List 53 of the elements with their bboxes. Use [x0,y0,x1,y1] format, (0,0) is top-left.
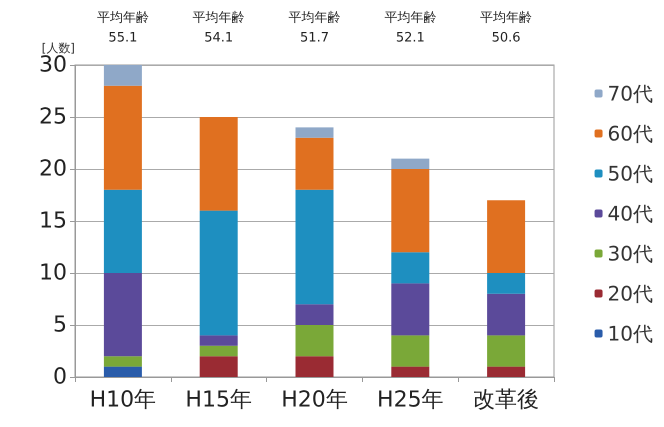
x-tick-label: H10年 [90,388,156,412]
y-tick-label: 5 [53,312,67,338]
bar [296,138,334,190]
bar [487,294,526,336]
x-tick-label: H25年 [377,388,444,412]
bar [391,252,430,284]
legend-label: 30代 [608,242,654,266]
bar [391,283,430,336]
bar [391,158,430,169]
bar [391,366,430,377]
legend-label: 50代 [608,162,654,186]
bar [487,200,526,273]
y-tick-label: 30 [39,52,67,78]
x-tick-label: H20年 [281,388,348,412]
y-tick-label: 0 [53,364,67,390]
text: 平均年齢 51.7 [288,10,340,46]
bar [296,190,334,304]
bar [487,366,526,377]
bar [104,366,142,377]
x-tick-label: 改革後 [473,388,540,412]
bar [104,190,142,273]
bar [296,356,334,377]
y-tick-label: 25 [39,104,67,130]
bar [200,356,238,377]
bar [104,86,142,190]
x-tick-label: H15年 [185,388,252,412]
legend-label: 70代 [608,82,654,106]
legend-label: 40代 [608,202,654,226]
bar [487,273,526,294]
legend-label: 20代 [608,282,654,306]
bar [296,304,334,325]
bar [296,325,334,356]
bar [200,346,238,356]
bar [391,169,430,252]
bar [104,65,142,86]
legend-label: 10代 [608,322,654,346]
text: 平均年齢 52.1 [384,10,436,46]
bar [296,127,334,138]
legend-label: 60代 [608,122,654,146]
bar [200,117,238,211]
bar [391,335,430,367]
y-axis-title: [人数] [42,41,75,56]
bar [487,335,526,367]
bar [104,273,142,356]
y-tick-label: 20 [39,156,67,182]
bar [200,335,238,346]
text: 平均年齢 55.1 [96,10,149,46]
y-tick-label: 10 [39,260,67,286]
bar [200,210,238,336]
y-tick-label: 15 [39,208,67,234]
text: 平均年齢 50.6 [480,10,532,46]
bar [104,356,142,367]
text: 平均年齢 54.1 [192,10,245,46]
